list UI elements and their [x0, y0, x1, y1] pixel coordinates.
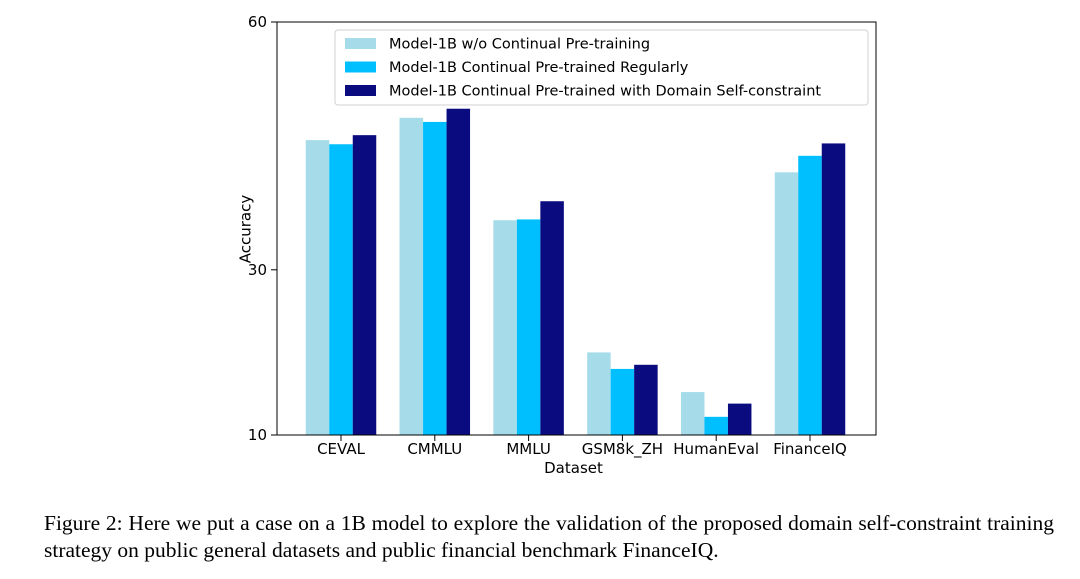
- y-tick-label: 60: [248, 13, 267, 31]
- legend-label-2: Model-1B Continual Pre-trained Regularly: [389, 60, 689, 76]
- bar-mmlu-series-2: [516, 219, 541, 435]
- legend-label-3: Model-1B Continual Pre-trained with Doma…: [389, 84, 821, 100]
- bar-financeiq-series-3: [821, 143, 846, 435]
- legend-box: [334, 29, 869, 106]
- x-tick-label: MMLU: [506, 440, 550, 458]
- x-tick-label: HumanEval: [673, 440, 759, 458]
- bar-cmmlu-series-2: [423, 121, 447, 436]
- bar-gsm8k-zh-series-1: [587, 352, 611, 435]
- bars-group: [305, 108, 846, 436]
- bar-financeiq-series-2: [798, 155, 822, 435]
- bar-ceval-series-3: [352, 135, 377, 436]
- legend-swatch-1: [345, 38, 376, 49]
- bar-cmmlu-series-1: [399, 117, 424, 435]
- x-tick-label: FinanceIQ: [773, 440, 847, 458]
- legend-label-1: Model-1B w/o Continual Pre-training: [389, 37, 650, 53]
- x-axis: CEVAL CMMLU MMLU GSM8k_ZH HumanEval FinanceIQ: [317, 435, 847, 459]
- bar-humaneval-series-1: [680, 392, 705, 435]
- legend-swatch-2: [345, 61, 376, 73]
- y-tick-label: 10: [248, 426, 267, 444]
- bar-cmmlu-series-3: [446, 108, 471, 435]
- bar-gsm8k-zh-series-3: [634, 364, 658, 435]
- bar-mmlu-series-1: [493, 220, 517, 435]
- x-tick-label: CMMLU: [407, 440, 462, 458]
- x-tick-label: GSM8k_ZH: [582, 440, 663, 459]
- x-tick-label: CEVAL: [317, 440, 366, 458]
- y-axis: 10 30 60: [248, 13, 277, 444]
- plot-frame: [276, 21, 877, 436]
- bar-humaneval-series-2: [704, 416, 728, 435]
- bar-mmlu-series-3: [540, 201, 564, 435]
- x-axis-label: Dataset: [544, 459, 603, 477]
- legend: Model-1B w/o Continual Pre-training Model…: [334, 29, 869, 106]
- bar-ceval-series-2: [329, 144, 353, 436]
- bar-chart: 10 30 60 CEVAL CMMLU MMLU GSM8k_ZH HumanEval Fi…: [237, 13, 877, 477]
- y-axis-label: Accuracy: [237, 195, 255, 264]
- bar-financeiq-series-1: [774, 172, 799, 435]
- legend-swatch-3: [345, 85, 376, 96]
- bar-humaneval-series-3: [727, 403, 752, 435]
- figure-caption: Figure 2: Here we put a case on a 1B mod…: [44, 511, 1054, 562]
- bar-gsm8k-zh-series-2: [610, 368, 635, 435]
- y-tick-label: 30: [248, 261, 267, 279]
- bar-ceval-series-1: [305, 140, 330, 436]
